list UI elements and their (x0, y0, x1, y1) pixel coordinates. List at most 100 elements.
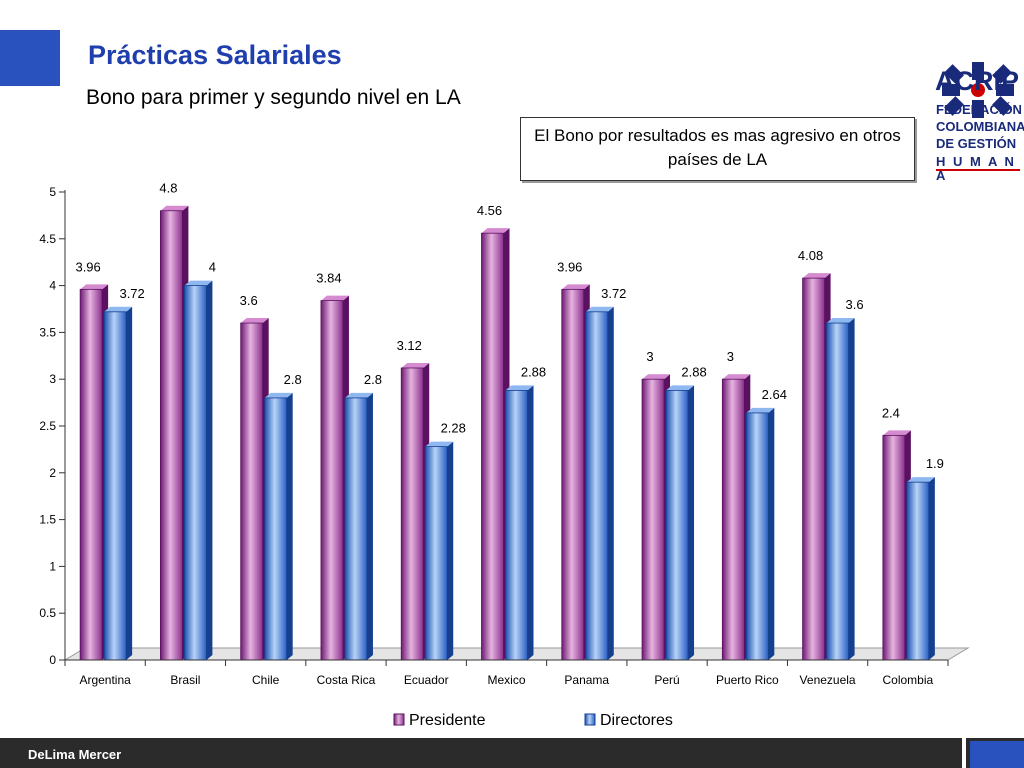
bar-top (481, 228, 510, 234)
data-label: 2.88 (681, 364, 706, 379)
legend-label: Directores (600, 712, 673, 729)
data-label: 2.64 (762, 387, 787, 402)
bar-side (607, 306, 614, 660)
page-subtitle: Bono para primer y segundo nivel en LA (86, 86, 461, 109)
x-tick-label: Perú (654, 673, 679, 687)
x-tick-label: Argentina (79, 673, 131, 687)
y-tick-label: 4.5 (39, 232, 56, 246)
bar-top (240, 318, 269, 324)
bar-front (721, 378, 745, 661)
bar-top (401, 362, 430, 368)
x-tick-label: Colombia (883, 673, 934, 687)
data-label: 2.28 (441, 421, 466, 436)
bar-directores (665, 385, 695, 661)
bars: 3.96 4.8 3.6 3.84 3.12 4.56 3.96 3 3 4.08 2.4 3.72 4… (75, 181, 944, 661)
bar-directores (264, 392, 293, 661)
x-tick-label: Panama (564, 673, 609, 687)
bar-top (561, 284, 590, 290)
data-label: 2.88 (521, 364, 546, 379)
data-label: 3.6 (846, 297, 864, 312)
data-label: 3.96 (75, 259, 100, 274)
y-axis: 0 0.5 1 1.5 2 2.5 3 3.5 4 4.5 5 (39, 185, 66, 667)
x-tick-label: Chile (252, 673, 280, 687)
data-label: 4.8 (159, 181, 177, 196)
data-label: 3 (646, 349, 653, 364)
bar-front (826, 322, 849, 661)
bar-top (746, 407, 775, 413)
bar-top (505, 385, 534, 391)
logo-line-4: H U M A N A (936, 154, 1016, 183)
bar-front (79, 288, 103, 661)
bar-front (320, 300, 344, 661)
bar-top (184, 280, 213, 286)
callout-box: El Bono por resultados es mas agresivo e… (520, 117, 915, 181)
bar-front (802, 277, 825, 661)
bar-side (768, 407, 775, 660)
bar-top (320, 295, 349, 301)
y-tick-label: 2.5 (39, 419, 56, 433)
bar-side (447, 441, 454, 660)
bar-top (802, 273, 831, 279)
y-tick-label: 0 (49, 653, 56, 667)
data-label: 3.96 (557, 259, 582, 274)
data-label: 3.72 (601, 286, 626, 301)
bar-top (826, 318, 855, 324)
bar-directores (906, 477, 935, 661)
data-label: 2.8 (284, 372, 302, 387)
y-tick-label: 5 (49, 185, 56, 199)
bar-directores (745, 407, 775, 661)
y-tick-label: 3 (49, 372, 56, 386)
bar-side (688, 385, 695, 660)
y-tick-label: 3.5 (39, 325, 56, 339)
page-title: Prácticas Salariales (88, 40, 342, 70)
data-label: 3.12 (397, 338, 422, 353)
legend: Presidente Directores (393, 712, 673, 729)
x-tick-label: Costa Rica (317, 673, 376, 687)
bar-front (424, 446, 448, 661)
bar-side (527, 385, 534, 660)
bar-directores (585, 306, 614, 661)
footer-label: DeLima Mercer (28, 747, 122, 762)
logo-divider (936, 169, 1020, 171)
bar-top (906, 477, 935, 483)
bar-directores (344, 392, 373, 661)
acrip-logo-icon (942, 62, 1014, 118)
bar-directores (826, 318, 855, 661)
bar-top (160, 205, 189, 211)
data-label: 2.4 (882, 405, 900, 420)
bar-top (585, 306, 614, 312)
logo-line-2: COLOMBIANA (936, 119, 1024, 134)
data-label: 3.72 (119, 286, 144, 301)
logo-name: ACRIP (935, 66, 1020, 96)
bar-directores (184, 280, 213, 661)
x-tick-label: Brasil (170, 673, 200, 687)
bar-top (344, 392, 373, 398)
bar-top (666, 385, 695, 391)
footer-bar (0, 738, 1024, 768)
bar-front (240, 322, 264, 661)
x-axis: Argentina Brasil Chile Costa Rica Ecuador Mex… (64, 659, 949, 687)
bar-front (160, 210, 183, 661)
corner-accent-block (0, 30, 60, 86)
bar-side (928, 477, 935, 660)
logo-line-1: FEDERACIÓN (936, 102, 1022, 117)
bar-top (642, 374, 671, 380)
x-tick-label: Puerto Rico (716, 673, 779, 687)
bar-directores (505, 385, 534, 661)
data-label: 4 (209, 260, 216, 275)
bar-front (665, 390, 689, 661)
data-label: 4.08 (798, 248, 823, 263)
footer-accent-block (970, 741, 1024, 768)
bar-top (104, 306, 133, 312)
logo-line-3: DE GESTIÓN (936, 136, 1017, 151)
x-tick-label: Mexico (487, 673, 525, 687)
bar-side (126, 306, 133, 660)
bar-top (425, 441, 454, 447)
bar-top (264, 392, 293, 398)
bar-front (481, 232, 504, 661)
bar-top (722, 374, 751, 380)
legend-swatch (393, 713, 405, 726)
bar-front (561, 288, 585, 661)
bar-top (80, 284, 109, 290)
bar-front (585, 311, 609, 661)
